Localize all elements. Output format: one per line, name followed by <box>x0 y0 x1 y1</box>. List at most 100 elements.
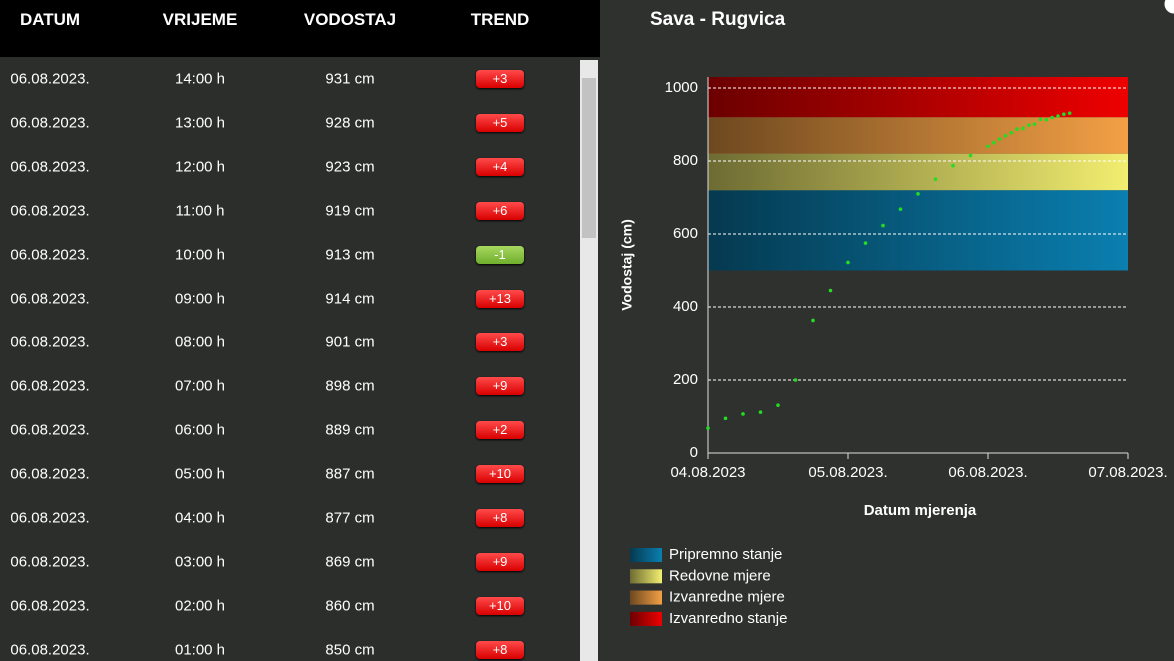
data-point <box>951 163 955 168</box>
trend-badge: -1 <box>476 245 524 264</box>
table-cell: 877 cm <box>325 509 375 527</box>
data-point <box>881 223 885 228</box>
chart-title: Sava - Rugvica <box>650 9 786 30</box>
table-cell: 06.08.2023. <box>10 421 90 439</box>
data-point <box>997 137 1002 141</box>
data-point <box>1021 126 1025 131</box>
table-cell: 901 cm <box>325 333 375 351</box>
trend-badge: +8 <box>476 640 524 659</box>
trend-badge: +5 <box>476 113 524 132</box>
table-cell: 14:00 h <box>174 70 226 88</box>
table-cell: 08:00 h <box>174 333 226 351</box>
table-cell: 06.08.2023. <box>10 597 90 615</box>
data-point <box>1027 123 1031 127</box>
table-cell: 914 cm <box>325 290 375 307</box>
trend-badge: +4 <box>476 157 524 176</box>
data-point <box>828 288 833 293</box>
legend-swatch-shade <box>630 590 662 605</box>
table-cell: 06.08.2023. <box>10 509 90 527</box>
y-tick-label: 1000 <box>665 79 698 96</box>
data-point <box>1003 133 1008 138</box>
legend-label: Redovne mjere <box>669 567 771 584</box>
data-point <box>916 192 920 196</box>
table-cell: 919 cm <box>325 202 375 220</box>
x-tick-label: 04.08.2023 <box>670 464 745 481</box>
table-cell: 05:00 h <box>174 465 226 483</box>
data-point <box>758 410 763 414</box>
table-cell: 13:00 h <box>174 114 226 132</box>
legend-swatch-shade <box>630 548 662 562</box>
table-cell: 04:00 h <box>174 509 226 527</box>
y-tick-label: 0 <box>690 444 698 461</box>
trend-badge: +10 <box>476 465 524 484</box>
data-point <box>863 241 868 245</box>
data-point <box>706 426 710 430</box>
table-cell: 06.08.2023. <box>10 246 90 264</box>
data-point <box>1032 122 1037 126</box>
band-shade <box>708 153 1128 191</box>
table-cell: 02:00 h <box>174 597 226 615</box>
table-cell: 06.08.2023. <box>10 641 90 659</box>
column-header: DATUM <box>19 10 81 29</box>
y-tick-label: 800 <box>673 152 698 169</box>
column-header: VODOSTAJ <box>303 10 397 29</box>
data-point <box>723 416 728 421</box>
legend-label: Pripremno stanje <box>669 546 782 563</box>
chart: Sava - Rugvica Vodostaj (cm) Datum mjere… <box>619 0 1174 627</box>
data-point <box>898 207 903 211</box>
data-point <box>1044 117 1049 122</box>
table-cell: 923 cm <box>325 158 375 176</box>
x-tick-label: 05.08.2023. <box>808 464 887 481</box>
table-cell: 07:00 h <box>174 377 226 395</box>
table-cell: 889 cm <box>325 421 375 439</box>
trend-badge: +3 <box>476 333 524 352</box>
table-panel: DATUM VRIJEME VODOSTAJ TREND 06.08.2023. 14:… <box>0 0 600 661</box>
table-cell: 887 cm <box>325 465 375 483</box>
table-cell: 01:00 h <box>174 641 226 659</box>
x-tick-label: 06.08.2023. <box>948 464 1027 481</box>
trend-badge: +13 <box>476 289 524 308</box>
legend-swatch-shade <box>630 569 662 584</box>
close-button[interactable] <box>1163 0 1174 15</box>
trend-badge: +8 <box>476 509 524 527</box>
y-tick-label: 600 <box>673 225 698 242</box>
data-point <box>1062 112 1066 117</box>
table-cell: 10:00 h <box>174 246 226 264</box>
legend-label: Izvanredno stanje <box>669 610 787 627</box>
data-point <box>1067 111 1072 115</box>
y-tick-label: 200 <box>673 371 698 388</box>
table-cell: 898 cm <box>325 377 375 395</box>
table-cell: 06.08.2023. <box>10 114 90 132</box>
band-shade <box>708 117 1128 154</box>
data-point <box>811 318 815 323</box>
table-cell: 850 cm <box>325 641 375 659</box>
data-point <box>1009 131 1014 135</box>
column-header: VRIJEME <box>162 10 238 29</box>
data-point <box>776 403 780 407</box>
table-cell: 06.08.2023. <box>10 553 90 571</box>
scroll-thumb[interactable] <box>582 78 596 238</box>
data-point <box>1015 127 1019 132</box>
legend-swatch-shade <box>630 611 662 626</box>
x-tick-label: 07.08.2023. <box>1088 464 1167 481</box>
table-cell: 06.08.2023. <box>10 377 90 395</box>
data-point <box>992 140 996 145</box>
table-cell: 06.08.2023. <box>10 465 90 483</box>
table-cell: 860 cm <box>325 597 375 615</box>
table-cell: 12:00 h <box>174 158 226 176</box>
data-point <box>986 144 990 149</box>
data-point <box>1056 114 1060 118</box>
trend-badge: +3 <box>476 70 524 88</box>
table-cell: 03:00 h <box>174 553 226 571</box>
table-cell: 931 cm <box>325 70 375 88</box>
data-point <box>933 177 938 182</box>
table-cell: 06.08.2023. <box>10 202 90 220</box>
legend-label: Izvanredne mjere <box>669 589 785 606</box>
table-cell: 06.08.2023. <box>10 290 90 307</box>
table-cell: 11:00 h <box>175 202 225 220</box>
y-tick-label: 400 <box>673 298 698 315</box>
table-cell: 06:00 h <box>174 421 226 439</box>
table-cell: 06.08.2023. <box>10 333 90 351</box>
trend-badge: +6 <box>476 201 524 220</box>
